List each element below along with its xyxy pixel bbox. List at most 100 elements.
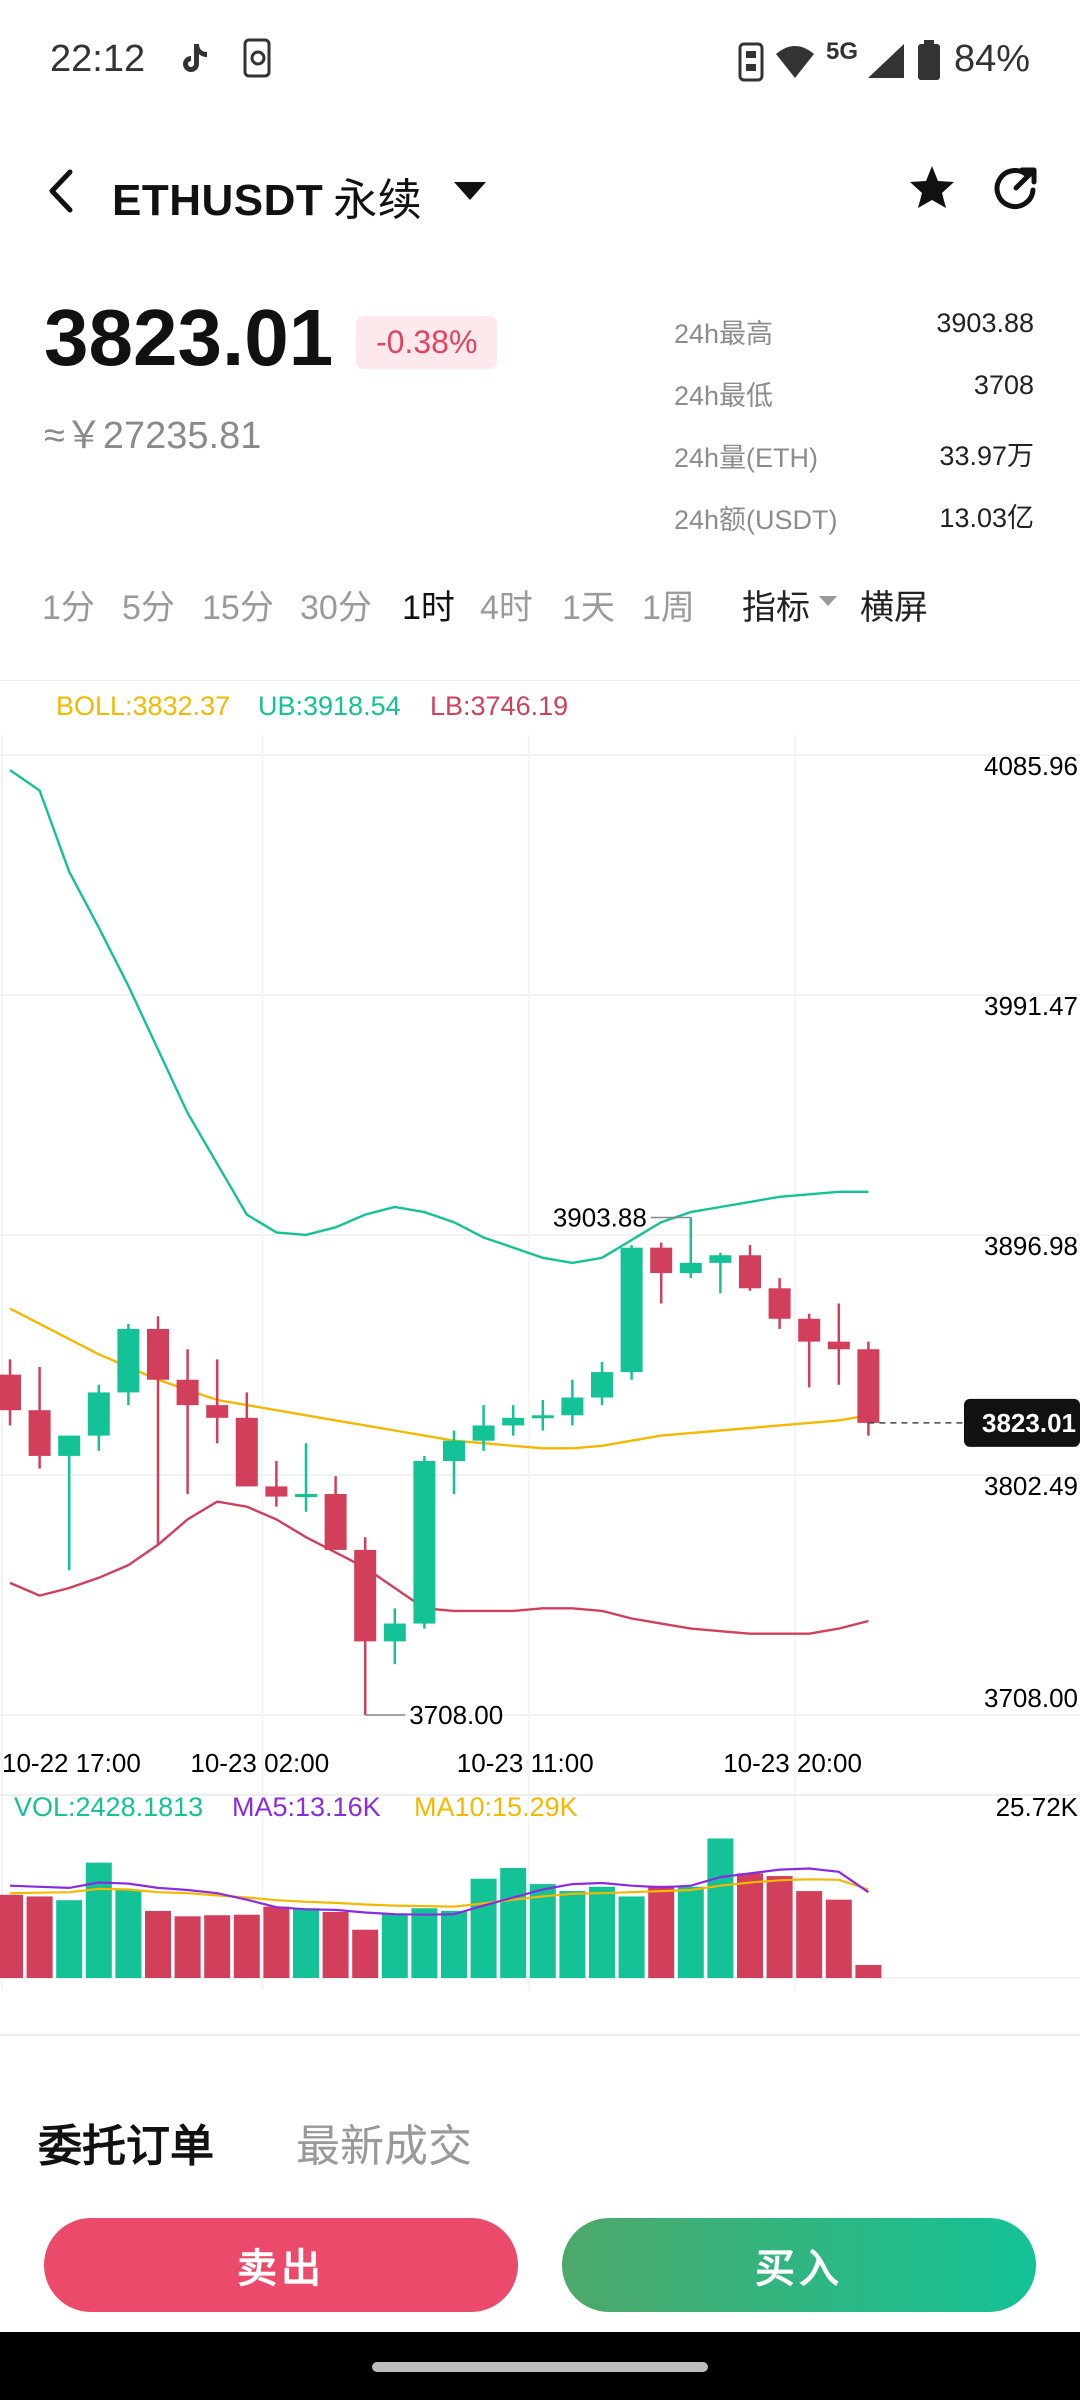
y-tick-label: 3896.98 [984,1231,1078,1261]
y-tick-label: 3708.00 [984,1683,1078,1713]
vol-max-label: 25.72K [996,1792,1079,1822]
candle-body [739,1255,761,1289]
last-price-tag-label: 3823.01 [982,1408,1076,1438]
high-annotation: 3903.88 [553,1202,647,1232]
ma10-line [9,1878,869,1908]
cny-equivalent: ≈￥27235.81 [44,415,262,457]
buy-button[interactable]: 买入 [562,2218,1036,2312]
stat-label-high: 24h最高 [674,319,774,349]
screen-recorder-icon [242,38,274,83]
stat-value-turnover: 13.03亿 [939,503,1034,533]
candle-body [709,1255,732,1263]
stat-value-volume: 33.97万 [939,441,1034,471]
volume-bar [115,1889,142,1978]
stat-label-turnover: 24h额(USDT) [674,505,838,535]
candle-body [206,1405,229,1418]
share-icon[interactable] [990,164,1040,219]
volume-bar [441,1910,467,1978]
candle-body [413,1461,436,1624]
tab-15m[interactable]: 15分 [202,589,274,627]
candle-body [235,1417,258,1487]
x-tick-label: 10-23 20:00 [723,1748,862,1778]
back-arrow-icon[interactable] [46,166,76,221]
candle-body [295,1494,317,1498]
candle-body [472,1425,495,1441]
ma5-line [9,1867,870,1916]
tab-1w[interactable]: 1周 [642,589,695,627]
candle-body [265,1486,288,1497]
candle-body [591,1372,613,1398]
lb-line [9,1500,869,1635]
x-tick-label: 10-22 17:00 [2,1748,141,1778]
candle-body [324,1494,347,1550]
candle-body [176,1379,199,1406]
volume-bar [766,1876,793,1978]
tab-30m[interactable]: 30分 [300,589,372,627]
volume-bar [500,1868,527,1978]
symbol-name: ETHUSDT [112,176,324,225]
y-tick-label: 4085.96 [984,751,1078,781]
tiktok-icon [180,40,210,79]
candle-body [87,1392,110,1436]
volume-bar [737,1873,763,1978]
tab-4h[interactable]: 4时 [480,589,533,627]
symbol-title[interactable]: ETHUSDT 永续 [112,164,422,228]
ub-label: UB:3918.54 [258,691,401,721]
volume-bar [381,1913,408,1978]
volume-bar [589,1886,615,1978]
kline-chart[interactable]: BOLL:3832.37 UB:3918.54 LB:3746.19 4085.… [0,680,1080,2040]
stat-label-volume: 24h量(ETH) [674,443,819,473]
volume-bar [56,1900,83,1978]
home-gesture-bar[interactable] [372,2362,708,2372]
volume-bar [855,1964,882,1978]
candle-body [679,1262,702,1274]
candle-body [561,1397,584,1416]
volume-bar [677,1886,704,1978]
x-tick-label: 10-23 11:00 [457,1748,594,1778]
ma5-label: MA5:13.16K [232,1792,381,1822]
y-tick-label: 3802.49 [984,1471,1078,1501]
tab-1d[interactable]: 1天 [562,589,615,627]
status-time: 22:12 [50,38,146,80]
volume-bar [529,1884,556,1978]
tab-5m[interactable]: 5分 [122,589,175,627]
volume-bar [470,1878,497,1978]
sell-button[interactable]: 卖出 [44,2218,518,2312]
tab-1m[interactable]: 1分 [42,589,95,627]
x-tick-label: 10-23 02:00 [190,1748,329,1778]
tab-1h[interactable]: 1时 [402,589,455,627]
candle-body [531,1415,554,1419]
volume-bar [648,1885,675,1978]
candle-body [443,1440,465,1462]
favorite-star-icon[interactable] [908,164,956,215]
last-price: 3823.01 [44,293,334,382]
tab-latest-trades[interactable]: 最新成交 [296,2122,472,2171]
candle-body [147,1328,169,1380]
volume-bar [263,1906,290,1978]
candle-body [620,1247,643,1373]
volume-bar [145,1910,171,1978]
volume-bar [322,1912,349,1978]
volume-bar [825,1899,852,1978]
candle-body [383,1623,406,1642]
wifi-icon [774,44,816,85]
volume-bar [352,1929,379,1978]
ma10-label: MA10:15.29K [414,1792,578,1822]
candle-body [117,1328,140,1393]
tab-open-orders[interactable]: 委托订单 [38,2122,214,2171]
indicators-button[interactable]: 指标 [742,589,810,627]
volume-bar [411,1908,438,1978]
caret-down-icon[interactable] [452,180,488,207]
network-type: 5G [826,38,859,65]
volume-bar [293,1908,319,1978]
battery-icon [918,40,940,85]
candle-body [857,1349,880,1423]
y-tick-label: 3991.47 [984,991,1078,1021]
landscape-button[interactable]: 横屏 [860,589,928,627]
last-price-tag [964,1398,1080,1447]
indicators-caret-icon [818,594,838,612]
boll-label: BOLL:3832.37 [56,691,230,721]
stat-label-low: 24h最低 [674,381,774,411]
candle-body [58,1435,81,1456]
stat-value-low: 3708 [973,370,1034,400]
